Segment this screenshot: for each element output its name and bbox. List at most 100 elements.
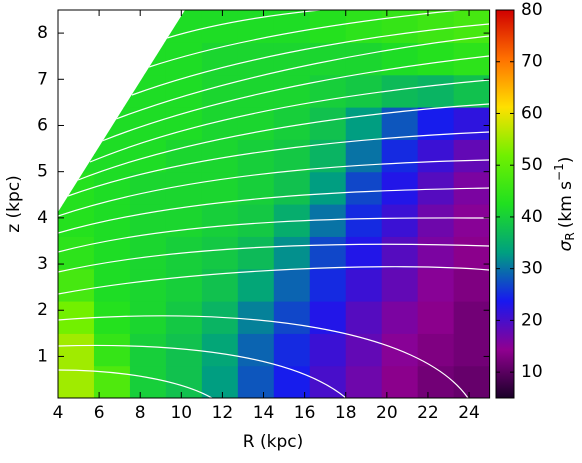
heat-cell (237, 365, 275, 398)
contour-line (131, 23, 490, 96)
contour-line (58, 187, 490, 234)
x-tick-label: 20 (376, 403, 398, 423)
contour-line (89, 79, 490, 163)
heat-cell (309, 236, 347, 270)
heat-cell (58, 236, 95, 270)
x-tick-label: 14 (253, 403, 275, 423)
heat-cell (165, 107, 203, 140)
contour-line (148, 10, 461, 68)
heat-cell (417, 74, 455, 108)
heat-cell (165, 10, 203, 43)
colorbar-tick-label: 20 (521, 310, 543, 330)
contour-line (166, 10, 321, 39)
heat-cell (345, 74, 383, 108)
heat-cell (129, 204, 167, 237)
heat-cell (345, 42, 383, 76)
heat-cell (93, 204, 131, 237)
heat-cell (345, 107, 383, 140)
y-tick-label: 8 (37, 23, 48, 43)
y-tick-label: 4 (37, 208, 48, 228)
heat-cell (58, 268, 95, 302)
heat-cell (201, 74, 239, 108)
heat-cell (453, 204, 490, 237)
heat-cell (381, 236, 419, 270)
x-tick-label: 4 (53, 403, 64, 423)
heat-cell (201, 171, 239, 205)
heat-cell (309, 301, 347, 334)
contour-line (58, 315, 469, 398)
colorbar-subscript: R (563, 232, 577, 240)
x-tick-label: 24 (458, 403, 480, 423)
contour-line (58, 243, 490, 273)
heat-cell (273, 74, 311, 108)
heat-cell (381, 139, 419, 173)
contour-line (101, 55, 490, 142)
heat-cell (381, 171, 419, 205)
heat-cell (93, 171, 131, 205)
heat-cell (309, 365, 347, 398)
heat-cell (165, 74, 203, 108)
contour-line (58, 159, 490, 217)
y-tick-label: 2 (37, 300, 48, 320)
colorbar-symbol: σ (556, 239, 576, 251)
heat-cell (129, 301, 167, 334)
heat-cell (345, 301, 383, 334)
y-tick-label: 1 (37, 346, 48, 366)
heat-cell (309, 268, 347, 302)
heat-cell (201, 236, 239, 270)
heat-cell (453, 301, 490, 334)
x-tick-label: 10 (170, 403, 192, 423)
y-tick-label: 6 (37, 115, 48, 135)
heat-cell (237, 333, 275, 367)
heat-cell (381, 365, 419, 398)
colorbar-tick-label: 80 (521, 0, 543, 20)
colorbar-tick-label: 40 (521, 207, 543, 227)
heat-cell (165, 365, 203, 398)
x-tick-label: 8 (135, 403, 146, 423)
contour-line (67, 131, 490, 197)
colorbar-tick-label: 10 (521, 362, 543, 382)
heat-cell (453, 268, 490, 302)
heat-cell (417, 171, 455, 205)
heat-cell (381, 42, 419, 76)
y-tick-label: 3 (37, 254, 48, 274)
heat-cell (273, 171, 311, 205)
heat-cell (417, 204, 455, 237)
heat-cell (345, 268, 383, 302)
heat-cell (417, 268, 455, 302)
heat-cell (417, 42, 455, 76)
heat-cell (237, 236, 275, 270)
heat-cell (165, 301, 203, 334)
heat-cell (129, 10, 167, 43)
x-axis-label: R (kpc) (243, 432, 303, 452)
heat-cell (453, 333, 490, 367)
heat-cell (237, 10, 275, 43)
heat-cell (93, 107, 131, 140)
heat-cell (417, 139, 455, 173)
y-axis-label: z (kpc) (4, 175, 24, 233)
heat-cell (201, 10, 239, 43)
colorbar-tick-label: 70 (521, 52, 543, 72)
heat-cell (453, 139, 490, 173)
heat-cell (345, 171, 383, 205)
heat-cell (453, 107, 490, 140)
heat-cell (273, 268, 311, 302)
colorbar (495, 9, 515, 399)
heat-cell (93, 74, 131, 108)
contour-line (58, 344, 347, 398)
heat-cell (129, 365, 167, 398)
heat-cell (345, 10, 383, 43)
heat-cell (129, 333, 167, 367)
x-tick-label: 12 (212, 403, 234, 423)
heat-cell (273, 139, 311, 173)
heat-cell (453, 42, 490, 76)
heat-cell (273, 333, 311, 367)
heat-cell (345, 204, 383, 237)
heat-cell (129, 107, 167, 140)
colorbar-tick-label: 60 (521, 103, 543, 123)
heat-cell (309, 333, 347, 367)
heatmap (58, 10, 490, 398)
colorbar-close: ) (556, 157, 576, 164)
plot-frame (57, 9, 491, 399)
